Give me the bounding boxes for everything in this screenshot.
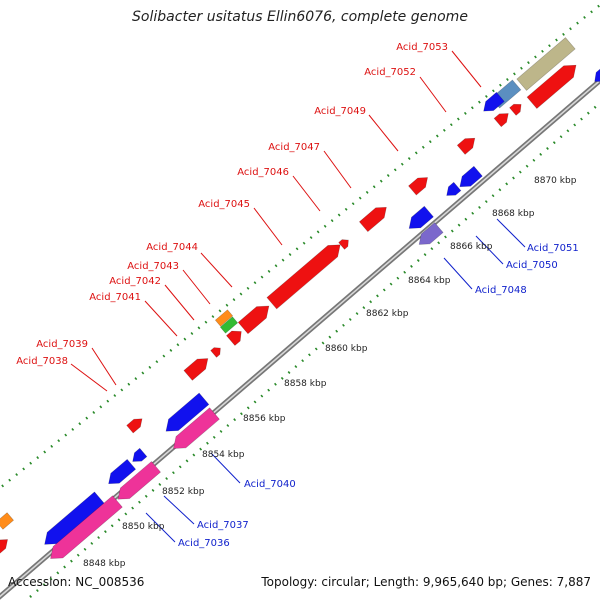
gene-labels: Acid_7038 Acid_7039 Acid_7041 Acid_7042 Acid… [16,42,579,549]
gene-label-4: Acid_7042 [109,276,161,287]
gene-features [0,37,600,559]
scale-tick-label: 8870 kbp [534,176,577,186]
gene-red-7047 [358,206,387,233]
label-leader [164,284,195,321]
scale-tick-label: 8850 kbp [122,522,165,532]
gene-tan [516,37,576,91]
gene-red-7046 [338,239,349,250]
gene-label-1: Acid_7036 [178,538,230,549]
gene-red-7053c [526,64,577,109]
label-leader [70,363,108,392]
scale-tick-label: 8856 kbp [243,414,286,424]
gene-lavender-7048 [418,222,444,245]
topology-text: Topology: circular; Length: 9,965,640 bp… [261,575,591,589]
label-leader [182,269,211,305]
gene-blue-7048 [408,205,434,229]
gene-blue-edge [594,67,600,82]
scale-tick-label: 8848 kbp [83,559,126,569]
gene-label-3: Acid_7041 [89,292,141,303]
label-leader [292,175,321,212]
scale-tick-label: 8862 kbp [366,309,409,319]
gene-red-7039 [210,347,221,358]
scale-tick-label: 8854 kbp [202,450,245,460]
scale-tick-label: 8866 kbp [450,242,493,252]
scale-ticks: 8848 kbp 8850 kbp 8852 kbp 8854 kbp 8856 kbp… [83,176,577,569]
label-leader [210,452,241,484]
gene-pink-7037 [117,461,161,500]
gene-blue-7050 [446,181,462,196]
gene-label-12: Acid_7053 [396,42,448,53]
label-leader [145,512,176,543]
gene-red-7038 [183,358,209,381]
gene-red-7042 [226,330,242,346]
label-leader [323,150,352,189]
gene-pink-7040 [173,407,220,449]
gene-label-6: Acid_7051 [527,243,579,254]
scale-tick-label: 8864 kbp [408,276,451,286]
gene-label-11: Acid_7052 [364,67,416,78]
scale-tick-label: 8852 kbp [162,487,205,497]
gene-label-8: Acid_7046 [237,167,289,178]
gene-red-7053a [493,113,509,128]
gene-red-7043 [237,305,270,335]
gene-blue-7052 [483,91,505,112]
gene-red-7052 [456,137,476,155]
gene-red-edge [0,539,8,558]
scale-tick-label: 8860 kbp [325,344,368,354]
gene-blue-7040 [165,392,210,432]
outer-dot-track [0,4,600,490]
gene-red-7041 [126,418,143,434]
gene-red-7045 [266,244,341,310]
gene-pink-7036 [50,495,123,559]
scale-tick-label: 8858 kbp [284,379,327,389]
gene-label-3: Acid_7040 [244,479,296,490]
gene-orange [214,309,234,327]
label-leader [368,114,399,152]
gene-blue-7036 [44,491,105,545]
label-leader [496,218,526,248]
gene-label-9: Acid_7047 [268,142,320,153]
gene-label-2: Acid_7037 [197,520,249,531]
gene-blue-7037b [132,447,148,462]
gene-label-4: Acid_7048 [475,285,527,296]
accession-text: Accession: NC_008536 [8,575,145,589]
gene-label-5: Acid_7043 [127,261,179,272]
gene-blue-7037 [108,458,137,485]
gene-label-10: Acid_7049 [314,106,366,117]
gene-label-5: Acid_7050 [506,260,558,271]
label-leader [91,347,117,386]
label-leader [163,495,195,525]
map-title: Solibacter usitatus Ellin6076, complete … [132,9,468,25]
gene-label-7: Acid_7045 [198,199,250,210]
label-leader [443,257,473,290]
label-leader [144,300,178,337]
gene-label-1: Acid_7038 [16,356,68,367]
label-leader [475,235,504,265]
inner-dot-track [29,102,600,598]
label-leader [451,50,482,88]
gene-label-6: Acid_7044 [146,242,198,253]
gene-red-7053b [509,103,522,116]
gene-blue-7051 [459,165,483,188]
label-leader [253,207,283,246]
gene-red-7049 [408,177,428,196]
scale-tick-label: 8868 kbp [492,209,535,219]
gene-green [219,316,239,334]
label-leader [200,252,233,288]
gene-label-2: Acid_7039 [36,339,88,350]
track-dots [0,4,600,598]
gene-orange-edge [0,512,14,530]
label-leader [419,76,447,113]
